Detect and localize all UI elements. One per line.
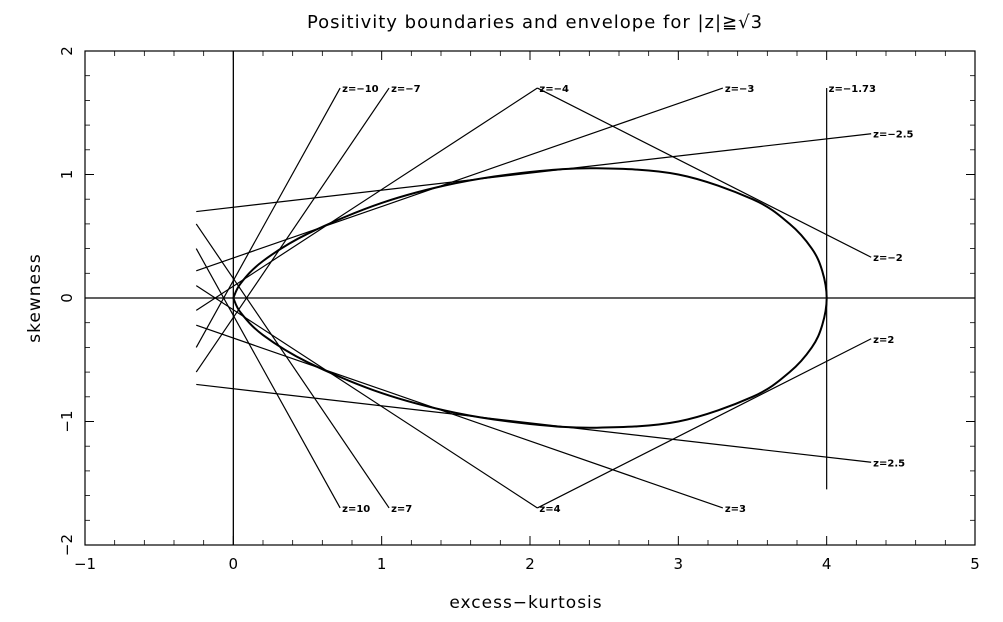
boundary-label: z=−2.5 — [873, 130, 913, 141]
boundary-label: z=3 — [725, 504, 746, 515]
envelope-curve — [232, 167, 828, 429]
boundary-label: z=−4 — [539, 84, 569, 95]
boundary-line — [195, 223, 390, 509]
boundary-line — [196, 87, 724, 272]
y-tick-label: 0 — [58, 293, 76, 303]
boundary-line — [196, 324, 724, 509]
boundary-labels: z=−10 z=−7 z=−4 z=−3 z=−2.5 z=−2 z=−1.73 z=10 z=… — [342, 84, 913, 515]
x-tick-label: 2 — [525, 555, 535, 573]
boundary-label: z=−2 — [873, 253, 903, 264]
y-axis-label: skewness — [25, 253, 45, 342]
boundary-label: z=−3 — [725, 84, 755, 95]
boundary-lines — [195, 87, 872, 509]
x-tick-label: 3 — [674, 555, 684, 573]
x-tick-label: 1 — [377, 555, 387, 573]
y-tick-label: −1 — [58, 410, 76, 432]
boundary-line — [537, 87, 872, 258]
boundary-line — [537, 338, 872, 509]
x-tick-label: 5 — [970, 555, 980, 573]
boundary-label: z=2 — [873, 335, 894, 346]
boundary-line — [195, 87, 341, 348]
boundary-line — [196, 133, 872, 213]
boundary-label: z=−7 — [391, 84, 421, 95]
chart-title: Positivity boundaries and envelope for |… — [307, 12, 763, 33]
boundary-label: z=−10 — [342, 84, 379, 95]
x-axis-label: excess−kurtosis — [449, 593, 602, 613]
y-axis: −2 −1 0 1 2 — [58, 46, 975, 556]
x-tick-label: 0 — [229, 555, 239, 573]
x-axis: −1 0 1 2 3 4 5 — [74, 51, 980, 573]
boundary-line — [196, 383, 872, 463]
boundary-label: z=7 — [391, 504, 412, 515]
boundary-line — [195, 248, 341, 509]
y-tick-label: 2 — [58, 46, 76, 56]
y-tick-label: −2 — [58, 534, 76, 556]
y-tick-label: 1 — [58, 170, 76, 180]
boundary-line — [195, 285, 538, 509]
boundary-label: z=10 — [342, 504, 370, 515]
reference-lines — [85, 51, 975, 545]
boundary-label: z=2.5 — [873, 458, 905, 469]
boundary-label: z=4 — [539, 504, 560, 515]
x-tick-label: 4 — [822, 555, 832, 573]
x-tick-label: −1 — [74, 555, 96, 573]
boundary-line — [195, 87, 538, 311]
boundary-label: z=−1.73 — [829, 84, 876, 95]
boundary-line — [195, 87, 390, 373]
